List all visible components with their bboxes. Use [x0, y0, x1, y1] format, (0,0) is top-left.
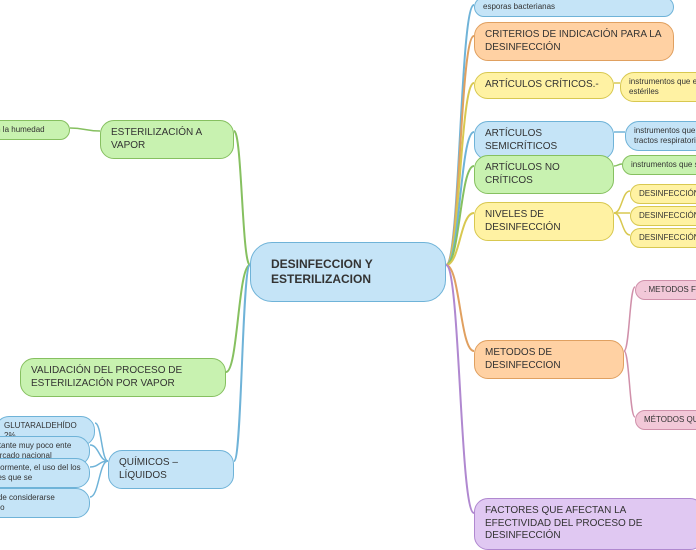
node-quimicos[interactable]: QUÍMICOS – LÍQUIDOS — [108, 450, 234, 489]
node-criticos[interactable]: ARTÍCULOS CRÍTICOS.- — [474, 72, 614, 99]
node-niv1[interactable]: DESINFECCIÓN DE A — [630, 184, 696, 204]
node-semicrit_det[interactable]: instrumentos que entran tractos respirat… — [625, 121, 696, 151]
node-nocrit[interactable]: ARTÍCULOS NO CRÍTICOS — [474, 155, 614, 194]
node-q3[interactable]: nó anteriormente, el uso del los materia… — [0, 458, 90, 488]
node-esporas[interactable]: esporas bacterianas — [474, 0, 674, 17]
node-niv2[interactable]: DESINFECCIÓN DE N — [630, 206, 696, 226]
node-q4[interactable]: que puede considerarse hidrógeno — [0, 488, 90, 518]
node-niveles[interactable]: NIVELES DE DESINFECCIÓN — [474, 202, 614, 241]
node-quimicos_m[interactable]: MÉTODOS QUÍMICO — [635, 410, 696, 430]
node-fisicos[interactable]: . METODOS FÍSICOS — [635, 280, 696, 300]
node-niv3[interactable]: DESINFECCIÓN DE B — [630, 228, 696, 248]
node-vapor[interactable]: ESTERILIZACIÓN A VAPOR — [100, 120, 234, 159]
node-nocrit_det[interactable]: instrumentos que solo to — [622, 155, 696, 175]
node-metodos[interactable]: METODOS DE DESINFECCION — [474, 340, 624, 379]
node-criterios[interactable]: CRITERIOS DE INDICACIÓN PARA LA DESINFEC… — [474, 22, 674, 61]
node-validacion[interactable]: VALIDACIÓN DEL PROCESO DE ESTERILIZACIÓN… — [20, 358, 226, 397]
center-node[interactable]: DESINFECCION Y ESTERILIZACION — [250, 242, 446, 302]
mindmap-nodes: DESINFECCION Y ESTERILIZACION esporas bac… — [0, 0, 696, 520]
node-vapor_det[interactable]: itible con la humedad — [0, 120, 70, 140]
node-factores[interactable]: FACTORES QUE AFECTAN LA EFECTIVIDAD DEL … — [474, 498, 696, 550]
node-criticos_det[interactable]: instrumentos que entran en estériles — [620, 72, 696, 102]
